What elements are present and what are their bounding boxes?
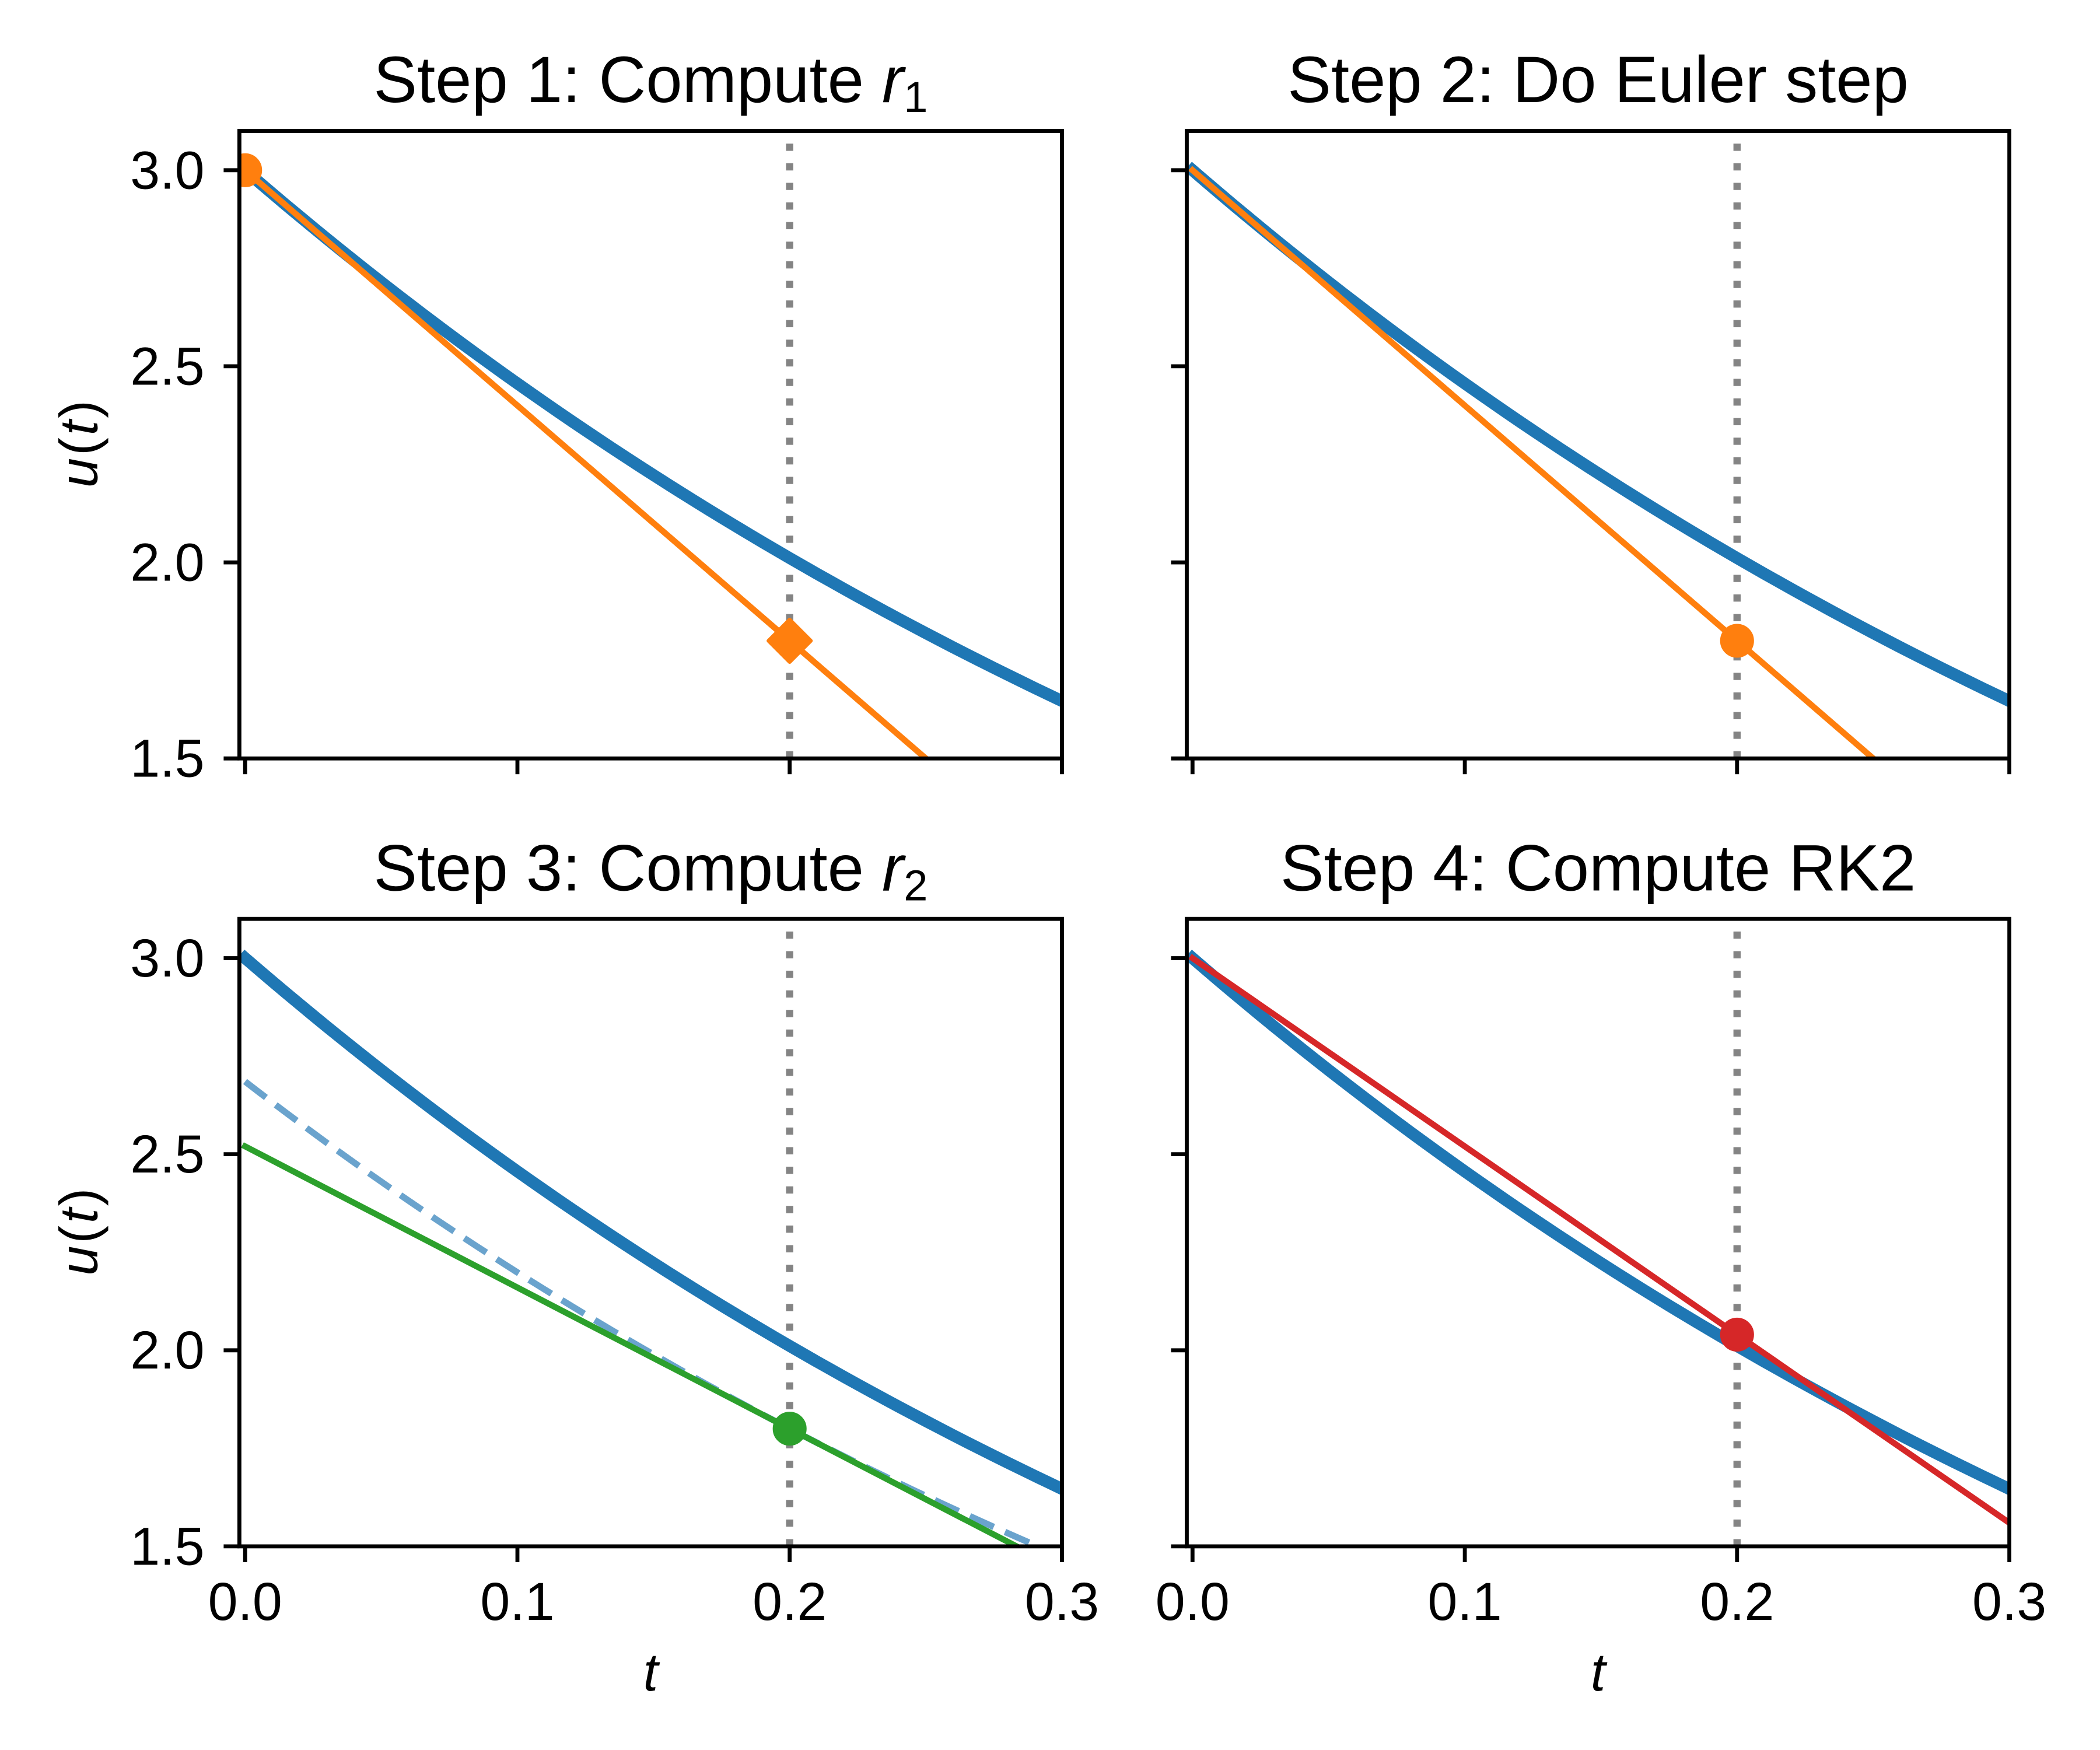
- svg-text:0.0: 0.0: [1156, 1572, 1230, 1632]
- svg-text:0.0: 0.0: [208, 1572, 282, 1632]
- svg-text:3.0: 3.0: [130, 929, 204, 988]
- svg-text:t: t: [643, 1643, 660, 1702]
- svg-text:1.5: 1.5: [130, 729, 204, 789]
- svg-text:0.3: 0.3: [1025, 1572, 1099, 1632]
- svg-text:Step 1: Compute r1: Step 1: Compute r1: [373, 43, 928, 121]
- svg-text:2.0: 2.0: [130, 533, 204, 593]
- svg-text:0.2: 0.2: [1700, 1572, 1774, 1632]
- svg-text:u(t): u(t): [50, 398, 109, 488]
- svg-text:0.1: 0.1: [1427, 1572, 1502, 1632]
- svg-text:2.5: 2.5: [130, 337, 204, 396]
- svg-text:Step 2: Do Euler step: Step 2: Do Euler step: [1287, 43, 1909, 116]
- svg-text:3.0: 3.0: [130, 141, 204, 200]
- svg-text:0.2: 0.2: [752, 1572, 827, 1632]
- svg-text:u(t): u(t): [50, 1186, 109, 1276]
- svg-text:Step 4: Compute RK2: Step 4: Compute RK2: [1280, 832, 1916, 905]
- svg-text:2.5: 2.5: [130, 1125, 204, 1184]
- svg-text:0.1: 0.1: [480, 1572, 554, 1632]
- svg-text:Step 3: Compute r2: Step 3: Compute r2: [373, 832, 928, 910]
- svg-text:2.0: 2.0: [130, 1321, 204, 1380]
- svg-text:0.3: 0.3: [1972, 1572, 2046, 1632]
- svg-text:1.5: 1.5: [130, 1517, 204, 1576]
- svg-text:t: t: [1591, 1643, 1608, 1702]
